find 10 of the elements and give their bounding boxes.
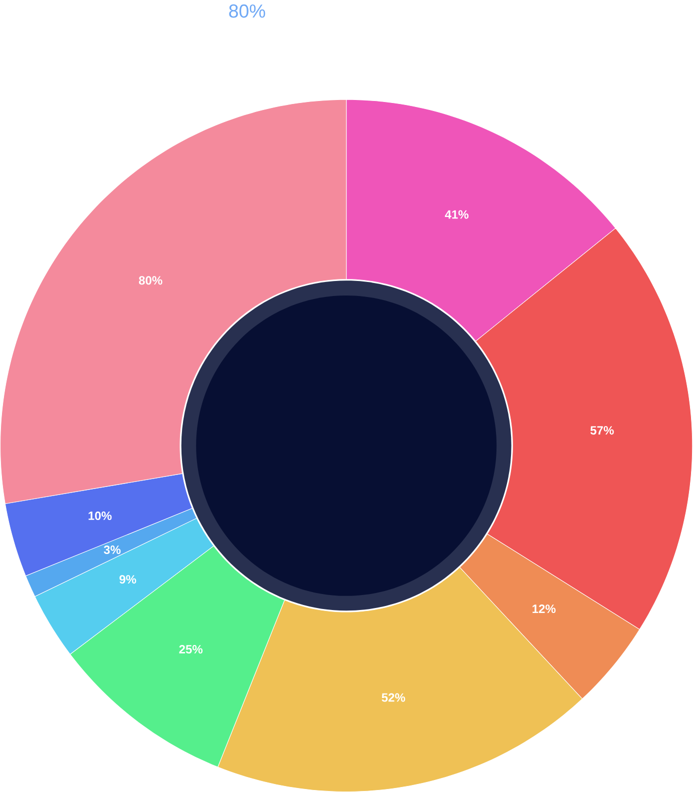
data-label: 57% — [590, 426, 614, 435]
data-label: 25% — [179, 645, 203, 654]
chart-title: 80% — [229, 4, 266, 18]
data-label: 9% — [120, 575, 136, 584]
data-label: 80% — [139, 276, 162, 285]
data-label: 41% — [445, 210, 469, 219]
data-label: 10% — [88, 512, 112, 520]
data-label: 12% — [532, 604, 556, 614]
data-label: 52% — [382, 693, 406, 702]
data-label: 3% — [104, 546, 121, 554]
